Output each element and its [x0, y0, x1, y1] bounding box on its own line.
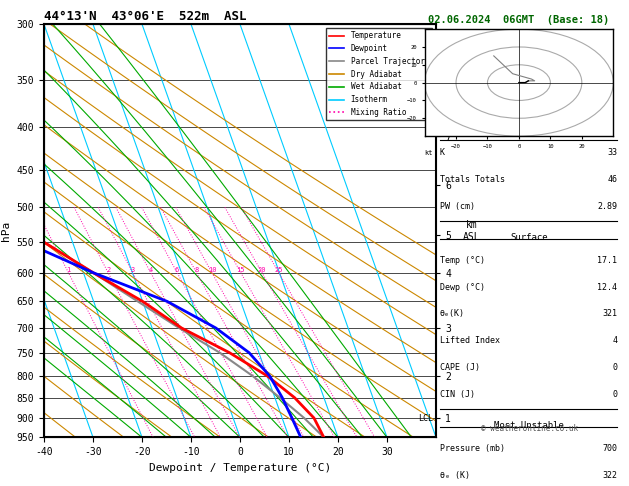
- Legend: Temperature, Dewpoint, Parcel Trajectory, Dry Adiabat, Wet Adiabat, Isotherm, Mi: Temperature, Dewpoint, Parcel Trajectory…: [326, 28, 432, 120]
- X-axis label: kt: kt: [425, 150, 433, 156]
- Text: © weatheronline.co.uk: © weatheronline.co.uk: [481, 424, 578, 434]
- Text: 2: 2: [106, 267, 110, 273]
- Text: θₑ(K): θₑ(K): [440, 310, 465, 318]
- Text: 322: 322: [602, 470, 617, 480]
- Text: Most Unstable: Most Unstable: [494, 421, 564, 430]
- Text: 3: 3: [131, 267, 135, 273]
- Text: Lifted Index: Lifted Index: [440, 336, 500, 345]
- Text: Temp (°C): Temp (°C): [440, 256, 485, 265]
- Text: 33: 33: [607, 148, 617, 157]
- Text: 0: 0: [612, 390, 617, 399]
- Text: PW (cm): PW (cm): [440, 202, 475, 211]
- Text: 20: 20: [258, 267, 266, 273]
- Text: K: K: [440, 148, 445, 157]
- Text: 17.1: 17.1: [597, 256, 617, 265]
- Text: 2.89: 2.89: [597, 202, 617, 211]
- Text: 4: 4: [612, 336, 617, 345]
- Text: Pressure (mb): Pressure (mb): [440, 444, 504, 453]
- Text: 12.4: 12.4: [597, 282, 617, 292]
- Text: Totals Totals: Totals Totals: [440, 175, 504, 184]
- X-axis label: Dewpoint / Temperature (°C): Dewpoint / Temperature (°C): [149, 463, 331, 473]
- Text: 02.06.2024  06GMT  (Base: 18): 02.06.2024 06GMT (Base: 18): [428, 15, 609, 25]
- Y-axis label: hPa: hPa: [1, 221, 11, 241]
- Text: Surface: Surface: [511, 233, 548, 242]
- Text: CAPE (J): CAPE (J): [440, 363, 480, 372]
- Text: CIN (J): CIN (J): [440, 390, 475, 399]
- Text: 15: 15: [237, 267, 245, 273]
- Y-axis label: km
ASL: km ASL: [463, 220, 481, 242]
- Text: 46: 46: [607, 175, 617, 184]
- Text: 321: 321: [602, 310, 617, 318]
- Text: 44°13'N  43°06'E  522m  ASL: 44°13'N 43°06'E 522m ASL: [44, 10, 247, 23]
- Text: 1: 1: [66, 267, 70, 273]
- Text: LCL: LCL: [418, 414, 433, 422]
- Text: 700: 700: [602, 444, 617, 453]
- Text: 10: 10: [208, 267, 216, 273]
- Text: Dewp (°C): Dewp (°C): [440, 282, 485, 292]
- Text: 4: 4: [148, 267, 153, 273]
- Text: 25: 25: [274, 267, 283, 273]
- Text: 0: 0: [612, 363, 617, 372]
- Text: 6: 6: [175, 267, 179, 273]
- Text: 8: 8: [194, 267, 199, 273]
- Text: θₑ (K): θₑ (K): [440, 470, 470, 480]
